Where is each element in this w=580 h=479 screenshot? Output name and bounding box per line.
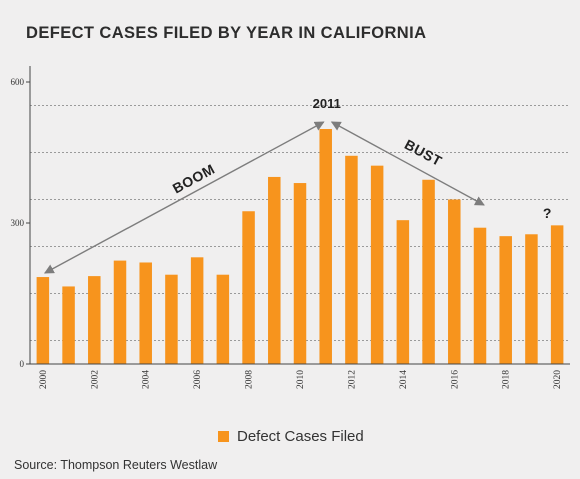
bar	[88, 276, 101, 364]
bar	[36, 277, 50, 364]
bar	[216, 274, 230, 364]
bar	[396, 220, 410, 364]
chart-title: DEFECT CASES FILED BY YEAR IN CALIFORNIA	[26, 24, 427, 42]
bar	[165, 274, 178, 364]
bar	[448, 199, 461, 364]
bar	[525, 234, 538, 364]
bar	[62, 286, 75, 364]
x-tick-label: 2018	[502, 370, 512, 389]
source-note: Source: Thompson Reuters Westlaw	[14, 458, 218, 472]
bar	[499, 236, 512, 364]
x-tick-label: 2000	[39, 370, 49, 389]
y-tick-label: 600	[11, 77, 25, 87]
boom-arrow	[43, 121, 325, 274]
boom-label: BOOM	[170, 161, 218, 197]
bar	[268, 176, 281, 364]
legend-label: Defect Cases Filed	[237, 428, 364, 445]
x-tick-label: 2002	[90, 370, 100, 389]
x-tick-label: 2006	[193, 370, 203, 389]
x-tick-label: 2014	[399, 370, 409, 389]
bar	[550, 225, 564, 364]
bust-arrow	[330, 121, 485, 206]
question-label: ?	[543, 205, 552, 221]
bar	[422, 179, 435, 364]
x-tick-label: 2012	[347, 370, 357, 389]
x-tick-label: 2004	[142, 370, 152, 389]
bar	[113, 260, 127, 364]
x-tick-label: 2010	[296, 370, 306, 389]
y-tick-label: 0	[20, 359, 25, 369]
x-tick-label: 2008	[245, 370, 255, 389]
bar	[242, 211, 255, 364]
legend: Defect Cases Filed	[218, 428, 364, 445]
x-tick-label: 2016	[450, 370, 460, 389]
bar	[293, 183, 307, 364]
x-tick-label: 2020	[553, 370, 563, 389]
y-tick-label: 300	[11, 218, 25, 228]
bar	[190, 257, 204, 364]
bar	[473, 227, 487, 364]
bar	[139, 262, 152, 364]
bar	[345, 155, 358, 364]
legend-swatch	[218, 431, 229, 442]
peak-year-label: 2011	[313, 96, 341, 111]
bar	[319, 129, 332, 364]
bar	[370, 165, 384, 364]
